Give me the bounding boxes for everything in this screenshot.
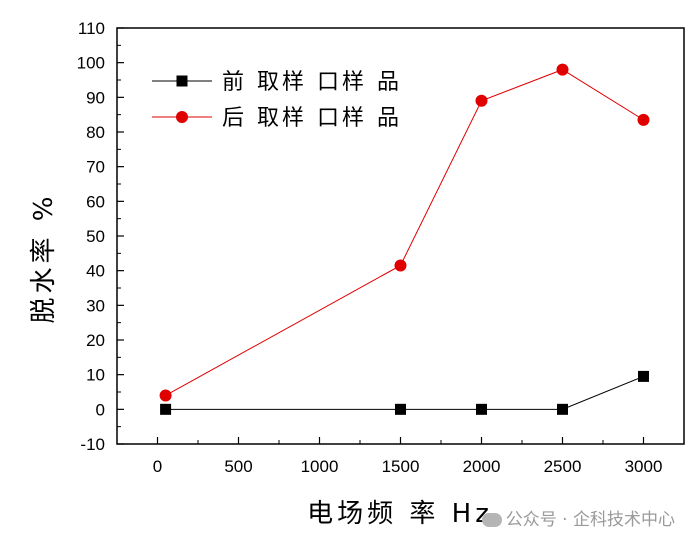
watermark-text: 公众号 · 企科技术中心: [505, 510, 675, 530]
y-tick-label: 110: [78, 19, 105, 38]
y-tick-label: -10: [80, 435, 105, 454]
y-tick-label: 30: [86, 296, 105, 315]
data-point: [556, 63, 569, 76]
y-tick-label: 80: [86, 123, 105, 142]
data-point: [394, 259, 407, 272]
data-point: [160, 403, 172, 415]
data-point: [638, 370, 649, 382]
legend-marker-1: [176, 75, 188, 87]
y-tick-label: 90: [86, 88, 105, 107]
y-axis-title: 脱水率 %: [29, 193, 59, 324]
watermark: 公众号 · 企科技术中心: [481, 505, 675, 530]
legend-marker-2: [176, 111, 188, 123]
legend-label-1: 前 取样 口样 品: [222, 70, 402, 95]
data-point: [557, 403, 568, 415]
x-tick-label: 2000: [463, 457, 501, 476]
y-tick-label: 60: [86, 192, 105, 211]
data-point: [637, 113, 650, 126]
legend-label-2: 后 取样 口样 品: [222, 106, 402, 131]
x-tick-label: 2500: [544, 457, 582, 476]
y-tick-label: 100: [77, 54, 105, 73]
x-axis-title: 电场频 率 Hz: [307, 499, 493, 529]
x-tick-label: 1500: [382, 457, 420, 476]
x-tick-label: 500: [224, 457, 252, 476]
y-tick-label: 50: [86, 227, 105, 246]
y-tick-label: 0: [96, 400, 105, 419]
y-tick-label: 20: [86, 331, 105, 350]
ticks: -10 0 10 20 30 40 50 60 70 80 90 100 110 0 500 1000 1500…: [77, 19, 663, 476]
x-tick-label: 3000: [625, 457, 663, 476]
y-tick-label: 10: [86, 366, 105, 385]
data-point: [476, 403, 487, 415]
data-point: [475, 94, 488, 107]
data-point: [395, 403, 406, 415]
legend: 前 取样 口样 品后 取样 口样 品: [152, 70, 402, 131]
x-tick-label: 1000: [301, 457, 339, 476]
y-tick-label: 40: [86, 262, 105, 281]
y-tick-label: 70: [86, 158, 105, 177]
wechat-icon: [481, 513, 502, 527]
x-tick-label: 0: [153, 457, 162, 476]
data-point: [159, 389, 172, 402]
series-layer: [159, 63, 650, 415]
